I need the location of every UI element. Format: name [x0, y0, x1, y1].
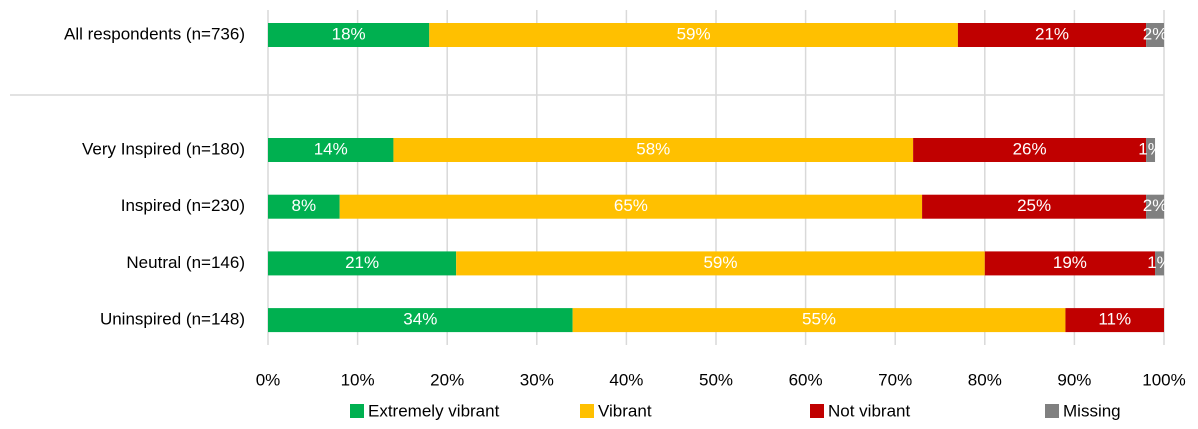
legend-label: Vibrant — [598, 401, 652, 420]
bar-segment — [984, 251, 1156, 276]
x-tick-label: 60% — [789, 370, 823, 389]
bar-segment — [429, 23, 958, 47]
bar-segment — [957, 23, 1147, 47]
x-tick-label: 80% — [968, 370, 1002, 389]
bar-segment — [268, 194, 340, 219]
value-label: 19% — [1053, 253, 1087, 272]
bar-segment — [1146, 138, 1156, 162]
legend-label: Not vibrant — [828, 401, 910, 420]
x-tick-label: 40% — [609, 370, 643, 389]
bar-segment — [1146, 194, 1164, 219]
category-label: Uninspired (n=148) — [100, 310, 245, 329]
value-label: 59% — [703, 253, 737, 272]
bar-segment — [913, 138, 1147, 162]
bar-segment — [1155, 251, 1164, 276]
value-label: 21% — [1035, 24, 1069, 43]
value-label: 18% — [332, 24, 366, 43]
value-label: 34% — [403, 310, 437, 329]
value-label: 21% — [345, 253, 379, 272]
value-label: 58% — [636, 139, 670, 158]
bar-segment — [339, 194, 923, 219]
value-label: 1% — [1138, 139, 1163, 158]
value-label: 14% — [314, 139, 348, 158]
bar-segment — [393, 138, 914, 162]
bar-segment — [456, 251, 985, 276]
x-tick-label: 0% — [256, 370, 281, 389]
x-tick-label: 100% — [1142, 370, 1185, 389]
bar-segment — [1146, 23, 1164, 47]
category-label: Very Inspired (n=180) — [82, 139, 245, 158]
category-label: Neutral (n=146) — [126, 253, 245, 272]
value-label: 25% — [1017, 196, 1051, 215]
legend-label: Extremely vibrant — [368, 401, 500, 420]
legend-swatch — [1045, 404, 1059, 418]
value-label: 55% — [802, 310, 836, 329]
bar-segment — [268, 308, 573, 333]
bar-segment — [922, 194, 1147, 219]
x-tick-label: 50% — [699, 370, 733, 389]
bar-segment — [1065, 308, 1164, 333]
value-label: 59% — [677, 24, 711, 43]
x-tick-label: 10% — [341, 370, 375, 389]
x-tick-label: 30% — [520, 370, 554, 389]
legend-label: Missing — [1063, 401, 1121, 420]
bar-segment — [268, 138, 394, 162]
legend-swatch — [580, 404, 594, 418]
bar-segment — [572, 308, 1066, 333]
x-tick-label: 90% — [1057, 370, 1091, 389]
value-label: 2% — [1143, 24, 1168, 43]
legend-swatch — [350, 404, 364, 418]
value-label: 1% — [1147, 253, 1172, 272]
value-label: 26% — [1013, 139, 1047, 158]
x-tick-label: 20% — [430, 370, 464, 389]
value-label: 2% — [1143, 196, 1168, 215]
bar-segment — [268, 23, 430, 47]
x-tick-label: 70% — [878, 370, 912, 389]
category-label: Inspired (n=230) — [121, 196, 245, 215]
value-label: 8% — [292, 196, 317, 215]
value-label: 65% — [614, 196, 648, 215]
category-label: All respondents (n=736) — [64, 24, 245, 43]
legend-swatch — [810, 404, 824, 418]
value-label: 11% — [1098, 310, 1131, 329]
bar-segment — [268, 251, 457, 276]
